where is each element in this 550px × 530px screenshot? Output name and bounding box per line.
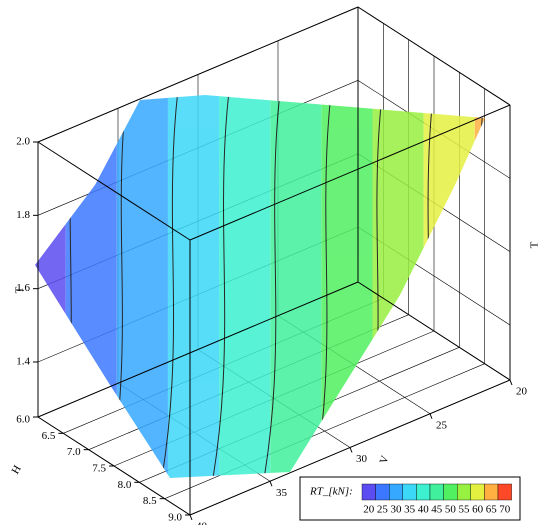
t-tick-label: 2.0	[16, 136, 30, 148]
contour-line	[459, 95, 485, 478]
h-tick-label: 7.5	[92, 463, 106, 475]
surface-band	[35, 95, 66, 478]
h-tick-label: 9.0	[168, 512, 182, 524]
legend-label: 20	[363, 504, 375, 516]
legend-swatch	[484, 483, 499, 501]
v-tick-label: 20	[516, 386, 528, 398]
t-tick-label: 1.6	[16, 282, 30, 294]
surface-band	[270, 95, 322, 478]
h-tick-label: 6.5	[42, 430, 56, 442]
legend-swatch	[443, 483, 458, 501]
box-edge	[357, 6, 511, 106]
t-tick-label: 1.4	[16, 356, 30, 368]
axis-title: V	[378, 454, 392, 466]
axis-title: T	[14, 286, 26, 293]
legend-swatch	[375, 483, 390, 501]
legend-swatch	[429, 483, 444, 501]
legend-label: 25	[377, 504, 389, 516]
contour-line	[152, 95, 194, 478]
contour-line	[254, 95, 296, 478]
surface-band	[423, 95, 475, 478]
surface-band	[372, 95, 424, 478]
legend-label: 55	[459, 504, 471, 516]
h-tick-label: 7.0	[67, 446, 81, 458]
h-tick-label: 8.5	[143, 495, 157, 507]
v-tick-label: 25	[436, 419, 448, 431]
legend-label: 50	[445, 504, 457, 516]
legend-swatch	[470, 483, 485, 501]
legend-label: 65	[486, 504, 498, 516]
legend-swatch	[361, 483, 376, 501]
legend-swatch	[389, 483, 404, 501]
surface-band	[526, 0, 550, 525]
legend-swatch	[457, 483, 472, 501]
tick-mark	[349, 447, 353, 453]
h-tick-label: 6.0	[16, 414, 30, 426]
tick-mark	[429, 413, 433, 419]
tick-mark	[189, 514, 193, 521]
box-edge	[189, 104, 511, 241]
axis-title: T	[529, 241, 541, 248]
legend-label: 40	[418, 504, 430, 516]
contour-line	[511, 0, 550, 525]
surface-band	[116, 95, 168, 478]
legend-label: 60	[472, 504, 484, 516]
t-tick-label: 1.8	[16, 209, 30, 221]
surface-band	[321, 95, 373, 478]
legend-swatch	[497, 483, 512, 501]
legend-label: 70	[499, 504, 511, 516]
legend-swatch	[402, 483, 417, 501]
box-edge	[37, 281, 359, 418]
surface-band	[219, 95, 271, 478]
v-tick-label: 40	[196, 521, 208, 525]
legend-label: 45	[431, 504, 443, 516]
legend-title: RT_[kN]:	[309, 486, 353, 498]
surface-band	[474, 95, 485, 478]
legend-swatch	[416, 483, 431, 501]
legend-label: 30	[391, 504, 403, 516]
box-edge	[37, 6, 359, 143]
v-tick-label: 30	[356, 453, 368, 465]
h-tick-label: 8.0	[118, 479, 132, 491]
box-edge	[357, 281, 511, 381]
box-edge	[37, 141, 191, 241]
legend-label: 35	[404, 504, 416, 516]
contour-line	[203, 95, 245, 478]
axis-title: H	[9, 463, 23, 476]
v-tick-label: 35	[276, 487, 288, 499]
tick-mark	[269, 481, 273, 487]
tick-mark	[509, 379, 513, 386]
surface-band	[167, 95, 220, 478]
